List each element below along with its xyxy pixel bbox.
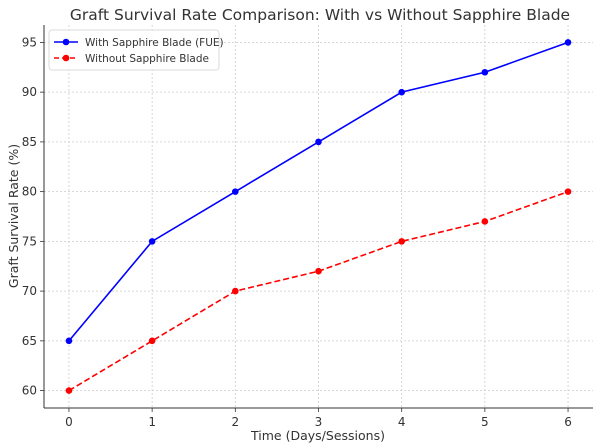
chart-title: Graft Survival Rate Comparison: With vs … xyxy=(70,6,570,24)
x-tick-label: 5 xyxy=(481,415,489,429)
legend-label: Without Sapphire Blade xyxy=(85,53,209,65)
x-tick-label: 0 xyxy=(65,415,73,429)
y-tick-label: 95 xyxy=(22,35,37,49)
legend: With Sapphire Blade (FUE) Without Sapphir… xyxy=(48,29,224,71)
data-point-marker xyxy=(315,267,322,275)
data-point-marker xyxy=(65,337,73,345)
y-tick-label: 90 xyxy=(22,85,37,99)
data-point-marker xyxy=(232,287,239,295)
y-tick-label: 70 xyxy=(22,284,37,298)
data-point-marker xyxy=(398,238,405,245)
y-tick-label: 80 xyxy=(22,185,37,199)
data-point-marker xyxy=(564,188,572,195)
x-tick-label: 3 xyxy=(315,415,323,429)
data-point-marker xyxy=(564,39,572,46)
data-point-marker xyxy=(481,218,489,225)
x-tick-label: 6 xyxy=(564,415,572,429)
x-axis-label: Time (Days/Sessions) xyxy=(250,428,385,443)
data-point-marker xyxy=(398,88,405,96)
x-axis-ticks: 0 1 2 3 4 5 6 xyxy=(65,408,572,429)
data-point-marker xyxy=(148,337,156,345)
y-axis-ticks: 60 65 70 75 80 85 90 95 xyxy=(22,35,44,398)
x-tick-label: 4 xyxy=(398,415,406,429)
y-tick-label: 60 xyxy=(22,384,37,398)
data-point-marker xyxy=(315,138,322,146)
y-tick-label: 65 xyxy=(22,334,37,348)
legend-box xyxy=(48,29,220,71)
x-tick-label: 2 xyxy=(231,415,239,429)
legend-marker xyxy=(62,54,70,62)
data-point-marker xyxy=(481,68,489,76)
data-series xyxy=(65,39,572,394)
legend-marker xyxy=(62,38,70,46)
data-point-marker xyxy=(65,387,73,394)
y-axis-label: Graft Survival Rate (%) xyxy=(6,144,21,288)
data-point-marker xyxy=(148,238,156,245)
legend-label: With Sapphire Blade (FUE) xyxy=(85,37,224,49)
grid-lines xyxy=(44,25,593,408)
data-point-marker xyxy=(232,188,239,195)
x-tick-label: 1 xyxy=(148,415,156,429)
y-tick-label: 75 xyxy=(22,234,37,248)
y-tick-label: 85 xyxy=(22,135,37,149)
